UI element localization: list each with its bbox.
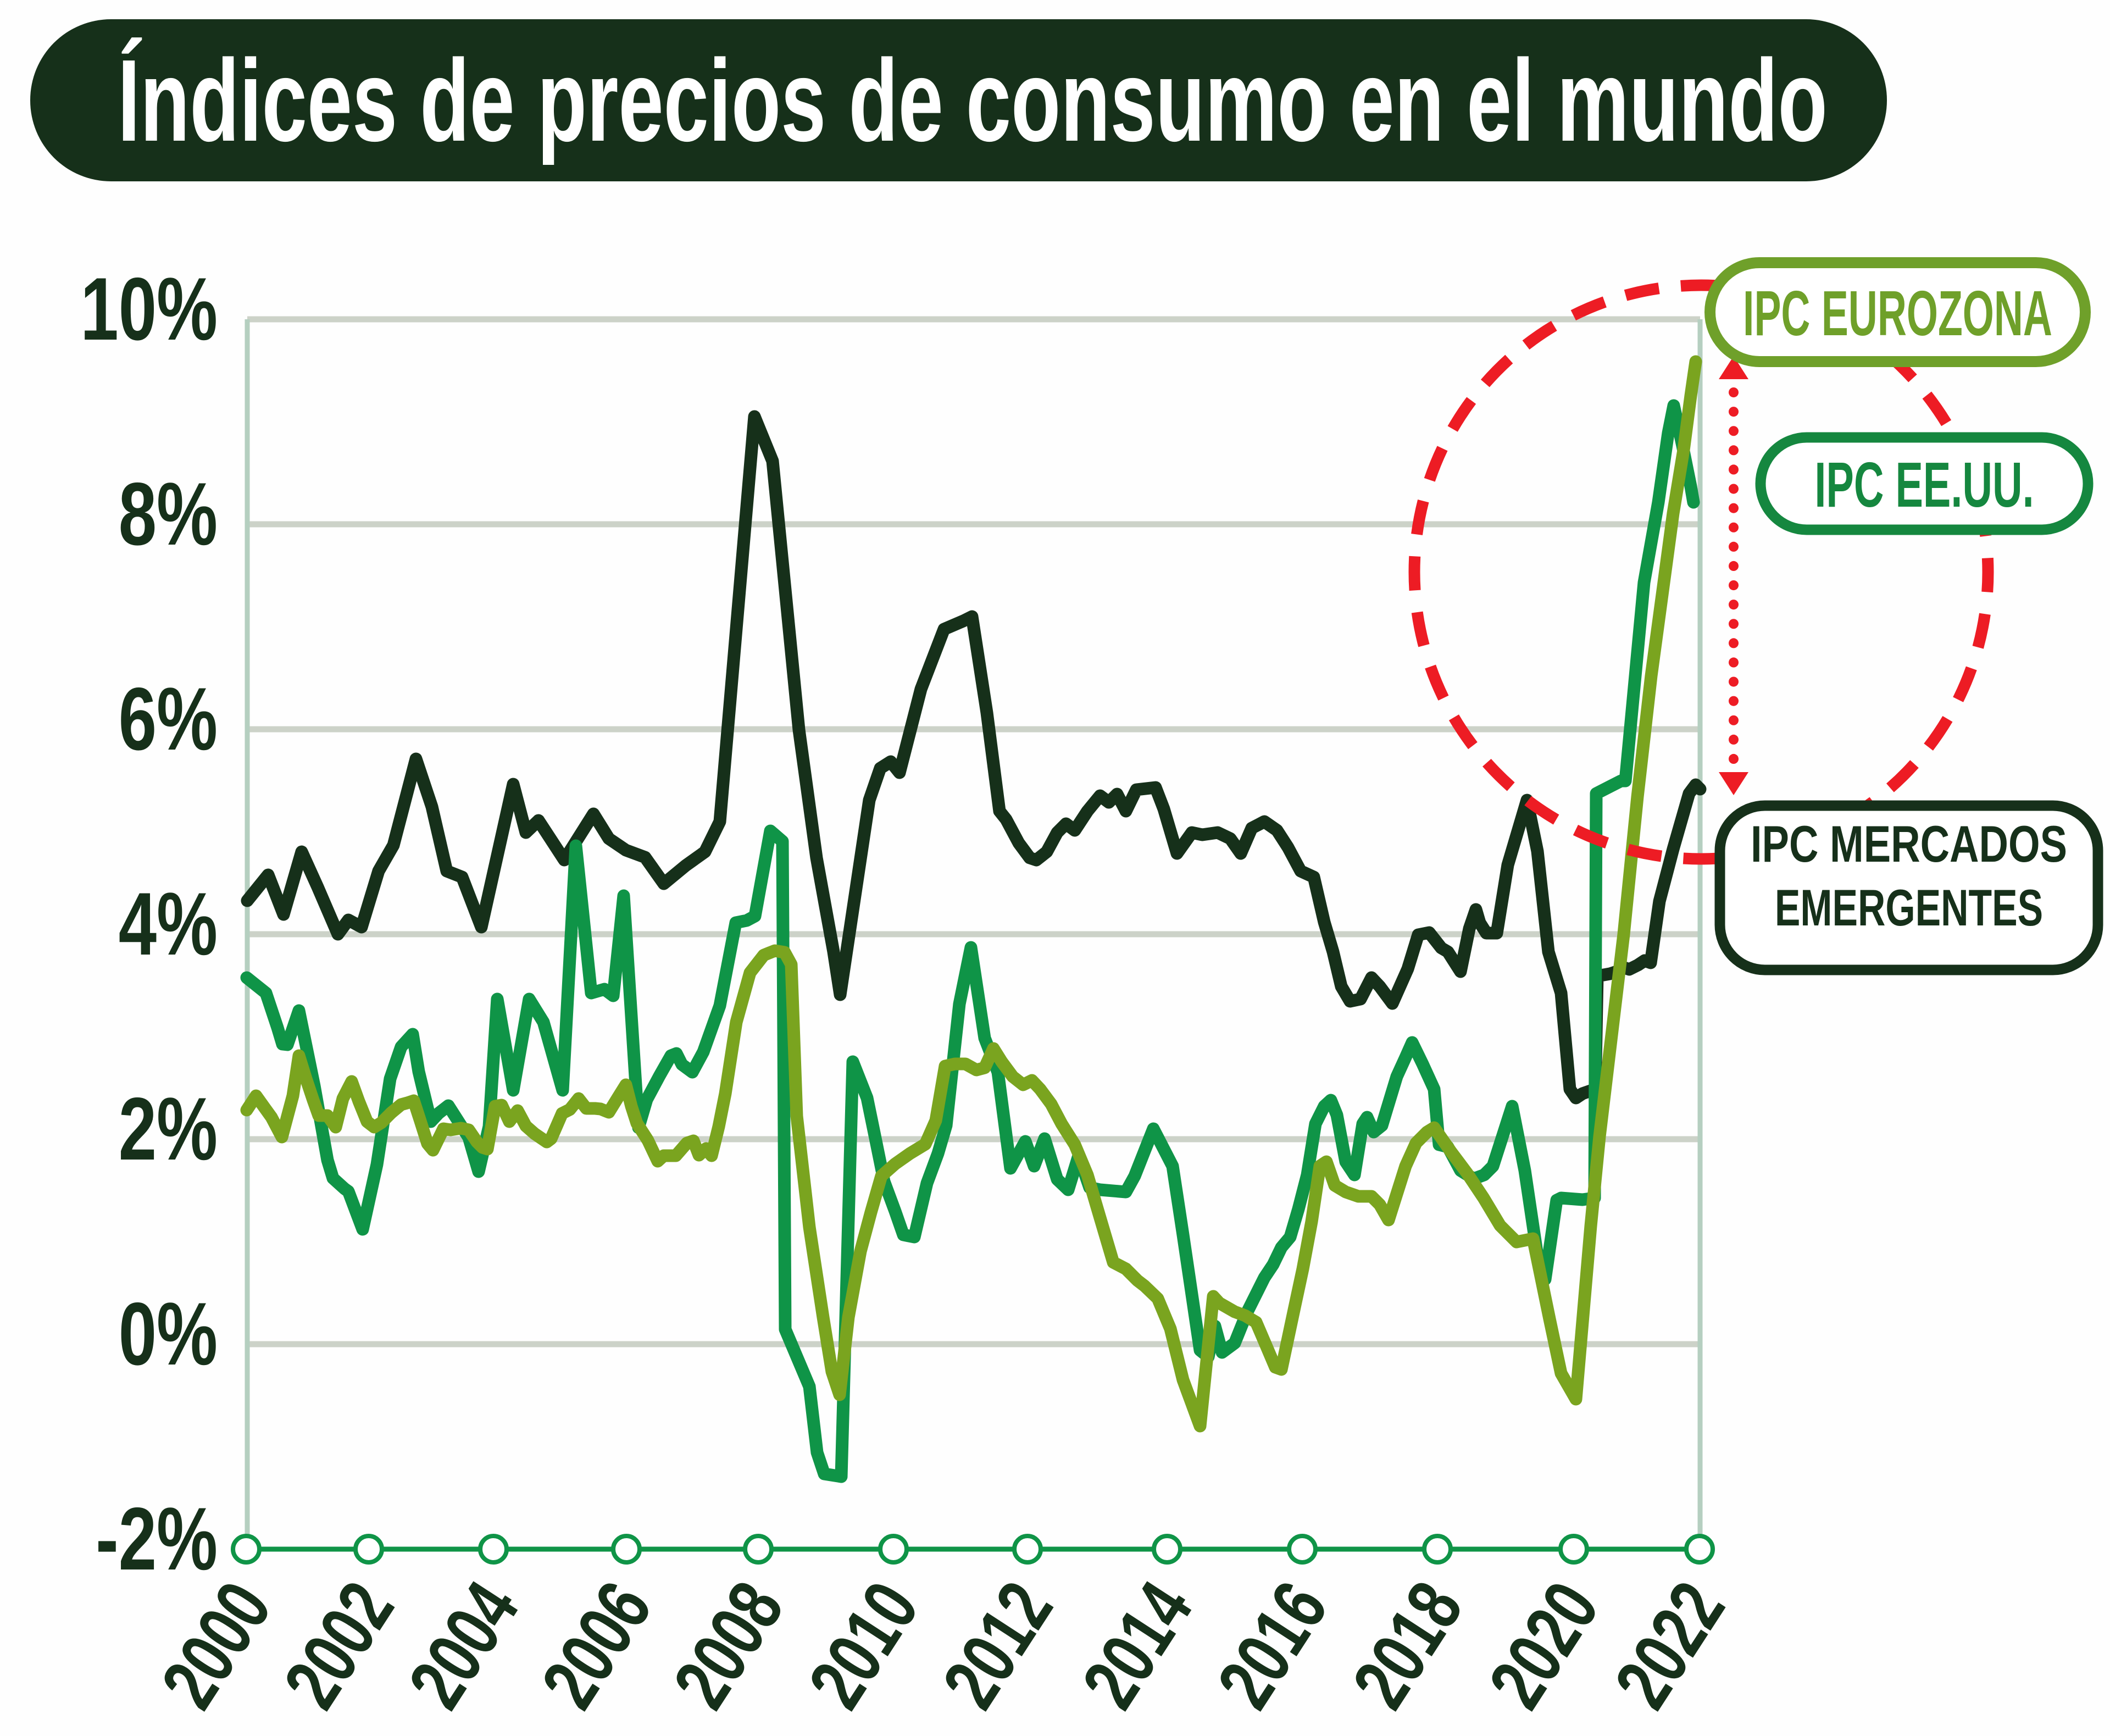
svg-text:EMERGENTES: EMERGENTES — [1775, 879, 2043, 937]
svg-text:8%: 8% — [119, 464, 218, 564]
svg-text:IPC EE.UU.: IPC EE.UU. — [1814, 449, 2034, 520]
svg-text:0%: 0% — [119, 1284, 218, 1384]
svg-text:6%: 6% — [119, 669, 218, 769]
svg-text:10%: 10% — [80, 259, 218, 359]
svg-text:-2%: -2% — [96, 1489, 218, 1589]
svg-text:4%: 4% — [119, 874, 218, 974]
svg-text:Índices de precios de consumo: Índices de precios de consumo en el mund… — [118, 36, 1828, 166]
svg-text:2%: 2% — [119, 1079, 218, 1179]
svg-text:IPC EUROZONA: IPC EUROZONA — [1743, 278, 2052, 349]
svg-text:IPC MERCADOS: IPC MERCADOS — [1751, 814, 2067, 873]
